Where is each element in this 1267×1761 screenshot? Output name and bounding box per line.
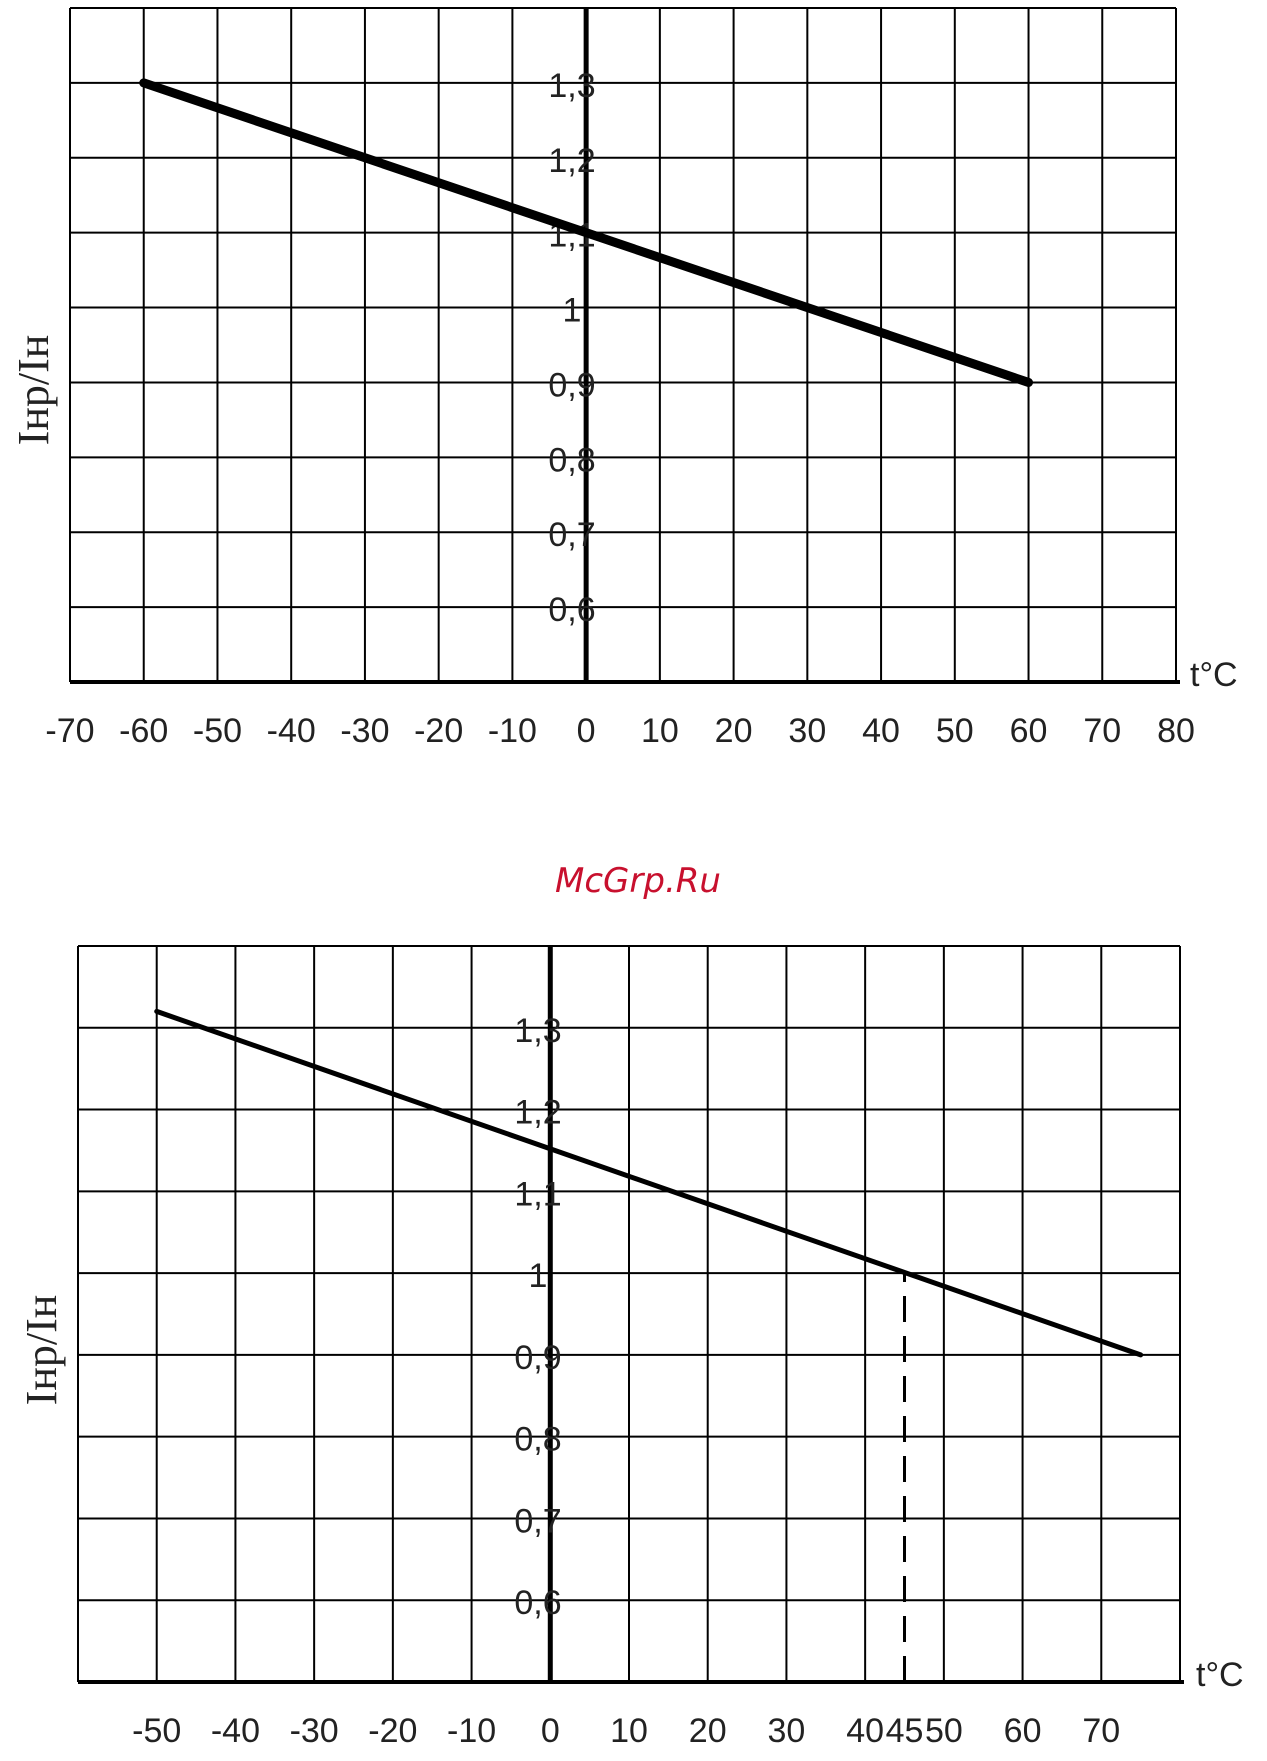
x-tick-label: 20 bbox=[715, 712, 753, 750]
x-tick-label: -70 bbox=[45, 712, 94, 750]
y-axis-title: Iнр/Iн bbox=[9, 335, 58, 446]
x-tick-label: -20 bbox=[368, 1712, 417, 1750]
x-tick-label: 30 bbox=[768, 1712, 806, 1750]
y-tick-label: 0,7 bbox=[548, 516, 595, 554]
x-tick-label: 70 bbox=[1082, 1712, 1120, 1750]
y-tick-label: 1 bbox=[563, 292, 582, 330]
series-line bbox=[139, 78, 1034, 387]
x-tick-label: 50 bbox=[925, 1712, 963, 1750]
x-tick-label: 0 bbox=[541, 1712, 560, 1750]
x-axis-unit: t°C bbox=[1196, 1656, 1244, 1694]
chart-bottom: -50 -40 -30 -20 -10 0 10 20 30 40 45 50 60 70 1,3 1,2 1,… bbox=[17, 945, 1244, 1750]
y-tick-label: 0,9 bbox=[514, 1339, 561, 1377]
x-tick-label: -40 bbox=[211, 1712, 260, 1750]
x-tick-label: 10 bbox=[641, 712, 679, 750]
y-tick-label: 1,3 bbox=[514, 1012, 561, 1050]
x-tick-label: -50 bbox=[193, 712, 242, 750]
y-tick-label: 0,8 bbox=[548, 441, 595, 479]
x-tick-label: -10 bbox=[447, 1712, 496, 1750]
x-tick-label: -30 bbox=[290, 1712, 339, 1750]
x-tick-label: -60 bbox=[119, 712, 168, 750]
chart-top: -70 -60 -50 -40 -30 -20 -10 0 10 20 30 40 50 60 70 80 1,… bbox=[9, 7, 1238, 750]
x-tick-label: 80 bbox=[1157, 712, 1195, 750]
series-line bbox=[154, 1008, 1144, 1358]
watermark: McGrp.Ru bbox=[555, 861, 721, 901]
y-tick-label: 1 bbox=[529, 1257, 548, 1295]
x-tick-label: 60 bbox=[1010, 712, 1048, 750]
y-tick-label: 0,8 bbox=[514, 1421, 561, 1459]
y-axis-title: Iнр/Iн bbox=[17, 1295, 66, 1406]
x-tick-label: 20 bbox=[689, 1712, 727, 1750]
x-tick-label: -10 bbox=[488, 712, 537, 750]
y-tick-label: 1,1 bbox=[514, 1175, 561, 1213]
x-tick-label: 40 bbox=[846, 1712, 884, 1750]
y-tick-label: 0,7 bbox=[514, 1502, 561, 1540]
x-tick-label: -40 bbox=[267, 712, 316, 750]
x-tick-label: 45 bbox=[886, 1712, 924, 1750]
y-tick-label: 1,2 bbox=[548, 142, 595, 180]
y-tick-label: 1,2 bbox=[514, 1094, 561, 1132]
x-tick-label: -30 bbox=[340, 712, 389, 750]
y-tick-label: 0,6 bbox=[514, 1584, 561, 1622]
x-tick-label: 70 bbox=[1083, 712, 1121, 750]
x-tick-label: 60 bbox=[1004, 1712, 1042, 1750]
x-tick-label: 40 bbox=[862, 712, 900, 750]
y-tick-label: 0,6 bbox=[548, 591, 595, 629]
x-tick-label: 0 bbox=[577, 712, 596, 750]
x-tick-label: -20 bbox=[414, 712, 463, 750]
x-tick-label: 50 bbox=[936, 712, 974, 750]
x-axis-unit: t°C bbox=[1190, 656, 1238, 694]
x-tick-label: -50 bbox=[132, 1712, 181, 1750]
x-tick-label: 10 bbox=[610, 1712, 648, 1750]
y-tick-label: 0,9 bbox=[548, 366, 595, 404]
y-tick-label: 1,3 bbox=[548, 67, 595, 105]
x-tick-label: 30 bbox=[788, 712, 826, 750]
